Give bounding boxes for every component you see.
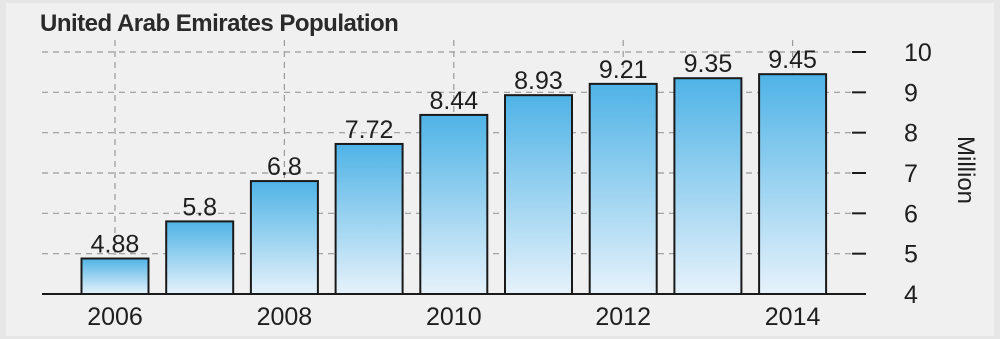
bar-value-label-2008: 6.8 bbox=[267, 153, 302, 181]
bar-2012 bbox=[588, 82, 658, 296]
bar-value-label-2011: 8.93 bbox=[514, 67, 563, 95]
y-tick-label-7: 7 bbox=[904, 160, 918, 188]
y-tick-label-9: 9 bbox=[904, 79, 918, 107]
bar-2013 bbox=[673, 77, 743, 296]
bar-value-label-2007: 5.8 bbox=[182, 193, 217, 221]
bar-value-label-2010: 8.44 bbox=[429, 87, 478, 115]
y-tick-label-8: 8 bbox=[904, 120, 918, 148]
bar-value-label-2006: 4.88 bbox=[91, 231, 140, 259]
x-tick-label-2010: 2010 bbox=[426, 303, 482, 331]
bar-2007 bbox=[165, 220, 235, 295]
x-tick-label-2006: 2006 bbox=[87, 303, 143, 331]
bar-2008 bbox=[249, 180, 319, 295]
chart-title: United Arab Emirates Population bbox=[40, 10, 399, 37]
bar-2011 bbox=[504, 94, 573, 296]
bar-2014 bbox=[758, 73, 828, 295]
x-tick-label-2014: 2014 bbox=[765, 303, 821, 331]
y-tick-label-5: 5 bbox=[904, 241, 918, 269]
bars bbox=[80, 73, 828, 296]
axes bbox=[42, 51, 866, 295]
x-tick-label-2008: 2008 bbox=[257, 303, 313, 331]
bar-value-label-2013: 9.35 bbox=[684, 50, 733, 78]
labels: 4.88 5.8 6.8 7.72 8.44 8.93 9.21 9.35 9.45 4 5 6 7 8 9… bbox=[87, 39, 979, 331]
bar-value-label-2014: 9.45 bbox=[768, 46, 817, 74]
bar-value-label-2009: 7.72 bbox=[345, 116, 394, 144]
bar-2006 bbox=[80, 257, 150, 295]
x-tick-label-2012: 2012 bbox=[595, 303, 651, 331]
bar-2010 bbox=[419, 113, 489, 295]
y-tick-label-6: 6 bbox=[904, 200, 918, 228]
y-tick-label-10: 10 bbox=[904, 39, 932, 67]
bar-2009 bbox=[334, 142, 404, 295]
bar-value-label-2012: 9.21 bbox=[599, 56, 648, 84]
y-tick-label-4: 4 bbox=[904, 281, 918, 309]
y-axis-title: Million bbox=[952, 136, 979, 204]
